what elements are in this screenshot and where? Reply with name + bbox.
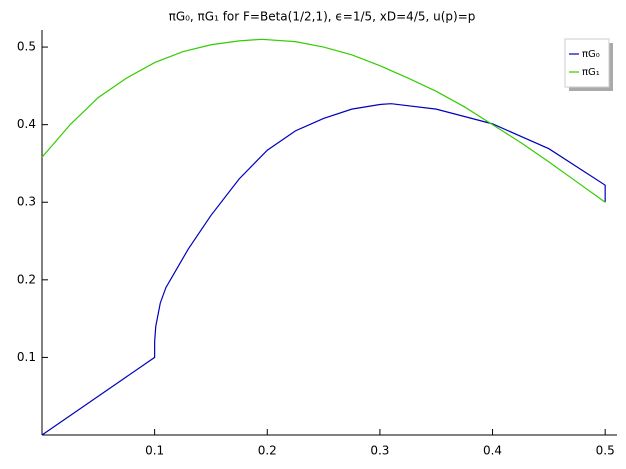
y-tick-label: 0.5 xyxy=(17,40,36,54)
legend-label: πG₀ xyxy=(582,49,600,60)
legend-label: πG₁ xyxy=(582,67,600,78)
y-tick-label: 0.4 xyxy=(17,117,36,131)
y-tick-label: 0.3 xyxy=(17,195,36,209)
y-tick-label: 0.1 xyxy=(17,350,36,364)
line-series xyxy=(41,38,606,203)
legend-box xyxy=(564,38,610,88)
y-tick-label: 0.2 xyxy=(17,272,36,286)
x-tick-label: 0.3 xyxy=(370,444,389,458)
x-tick-label: 0.5 xyxy=(596,444,615,458)
x-tick-label: 0.4 xyxy=(483,444,502,458)
chart-title: πG₀, πG₁ for F=Beta(1/2,1), ϵ=1/5, xD=4/… xyxy=(169,10,476,24)
x-tick-label: 0.1 xyxy=(145,444,164,458)
x-tick-label: 0.2 xyxy=(258,444,277,458)
line-series xyxy=(41,103,606,436)
